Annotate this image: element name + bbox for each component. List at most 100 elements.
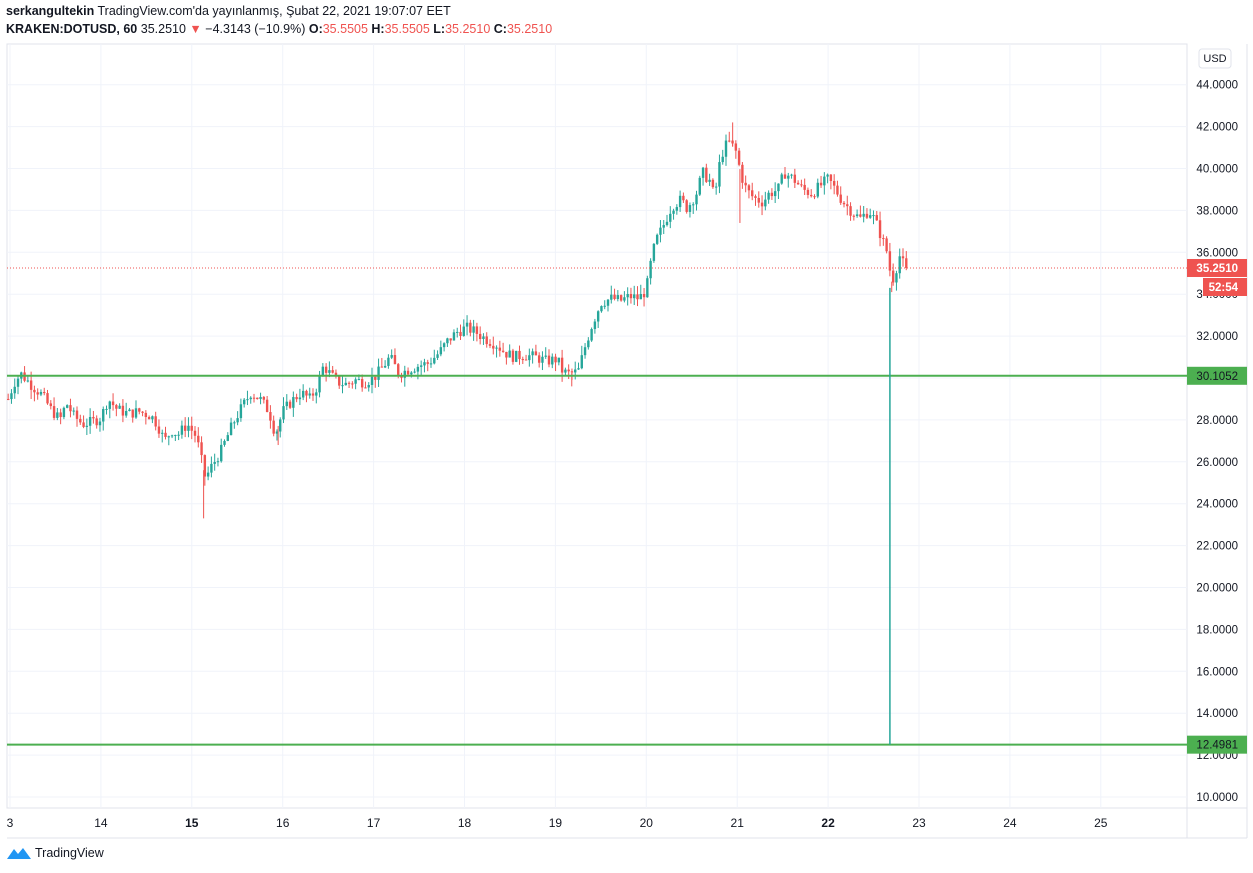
candle-body [56,412,59,418]
candle-body [567,369,570,372]
candle-body [118,405,121,409]
candle-body [829,174,833,181]
candle-body [134,408,138,418]
candle-body [29,380,33,390]
candle-body [842,202,846,205]
candle-body [13,386,16,394]
candle-body [220,444,223,462]
candle-body [288,401,292,408]
candle-body [885,238,888,252]
candle-body [869,215,872,218]
candle-body [147,417,151,420]
y-tick-label: 16.0000 [1196,666,1238,678]
candle-body [275,431,279,434]
y-tick-label: 42.0000 [1196,122,1238,134]
candle-body [862,213,865,217]
candle-body [380,366,384,368]
footer-brand[interactable]: TradingView [6,845,104,861]
candle-body [75,410,79,419]
candle-body [210,463,213,473]
candle-body [469,322,472,333]
candle-body [724,140,728,157]
y-tick-label: 24.0000 [1196,499,1238,511]
candle-body [783,174,787,179]
candle-body [72,410,75,412]
hline-price-tag [1187,366,1247,385]
candle-body [301,390,305,398]
candle-body [102,409,105,422]
candle-body [905,258,908,268]
candle-body [413,371,416,373]
candle-body [551,356,554,365]
candle-body [685,200,688,212]
candle-body [269,412,272,421]
candle-body [59,412,62,418]
candle-body [62,407,66,418]
x-tick-label: 24 [1003,816,1017,830]
candle-body [52,406,56,418]
candle-body [852,215,856,217]
high-value: 35.5505 [384,22,430,36]
candle-body [639,294,642,300]
currency-button[interactable] [1198,48,1232,69]
symbol-label: KRAKEN:DOTUSD, 60 [6,22,138,36]
candle-body [547,355,551,365]
candle-body [859,214,862,217]
candle-body [616,295,620,300]
candle-body [170,435,174,437]
open-label: O: [308,22,323,36]
candle-body [43,391,46,394]
candle-body [249,397,252,400]
candle-body [259,396,262,400]
candle-body [498,347,502,351]
y-tick-label: 28.0000 [1196,415,1238,427]
candle-body [701,167,705,178]
candle-body [652,243,656,261]
candle-body [387,357,390,366]
candle-body [295,397,298,400]
y-tick-label: 18.0000 [1196,624,1238,636]
candle-body [292,397,295,408]
candle-body [606,299,610,306]
candle-body [331,370,334,373]
candle-body [655,234,659,244]
candle-body [695,194,698,205]
candle-body [282,406,285,420]
candle-body [377,366,380,380]
candle-body [229,422,233,436]
candle-body [806,189,810,195]
candle-body [557,357,561,363]
candle-body [751,190,754,197]
candle-body [521,359,524,361]
low-label: L: [433,22,446,36]
candle-body [780,174,783,184]
candle-body [164,432,167,437]
candle-body [623,297,626,301]
candle-body [865,213,869,218]
plot-area [6,43,1188,809]
candle-body [446,338,449,344]
candle-body [416,366,420,372]
candle-body [131,409,134,418]
brand-name: TradingView [35,846,104,860]
candle-body [256,397,259,400]
y-tick-label: 22.0000 [1196,541,1238,553]
candle-body [596,311,600,322]
candle-body [659,227,662,235]
candle-body [613,294,616,300]
candle-body [334,372,338,377]
close-label: C: [493,22,507,36]
candle-body [734,143,738,151]
x-tick-label: 19 [549,816,563,830]
candle-body [121,405,125,416]
candle-body [252,397,256,399]
candle-body [321,366,325,376]
candle-body [7,398,10,400]
candle-body [364,387,367,389]
candle-body [298,397,302,400]
candle-body [46,393,49,404]
candle-body [338,376,341,386]
candle-body [138,408,141,412]
candle-body [790,174,793,176]
